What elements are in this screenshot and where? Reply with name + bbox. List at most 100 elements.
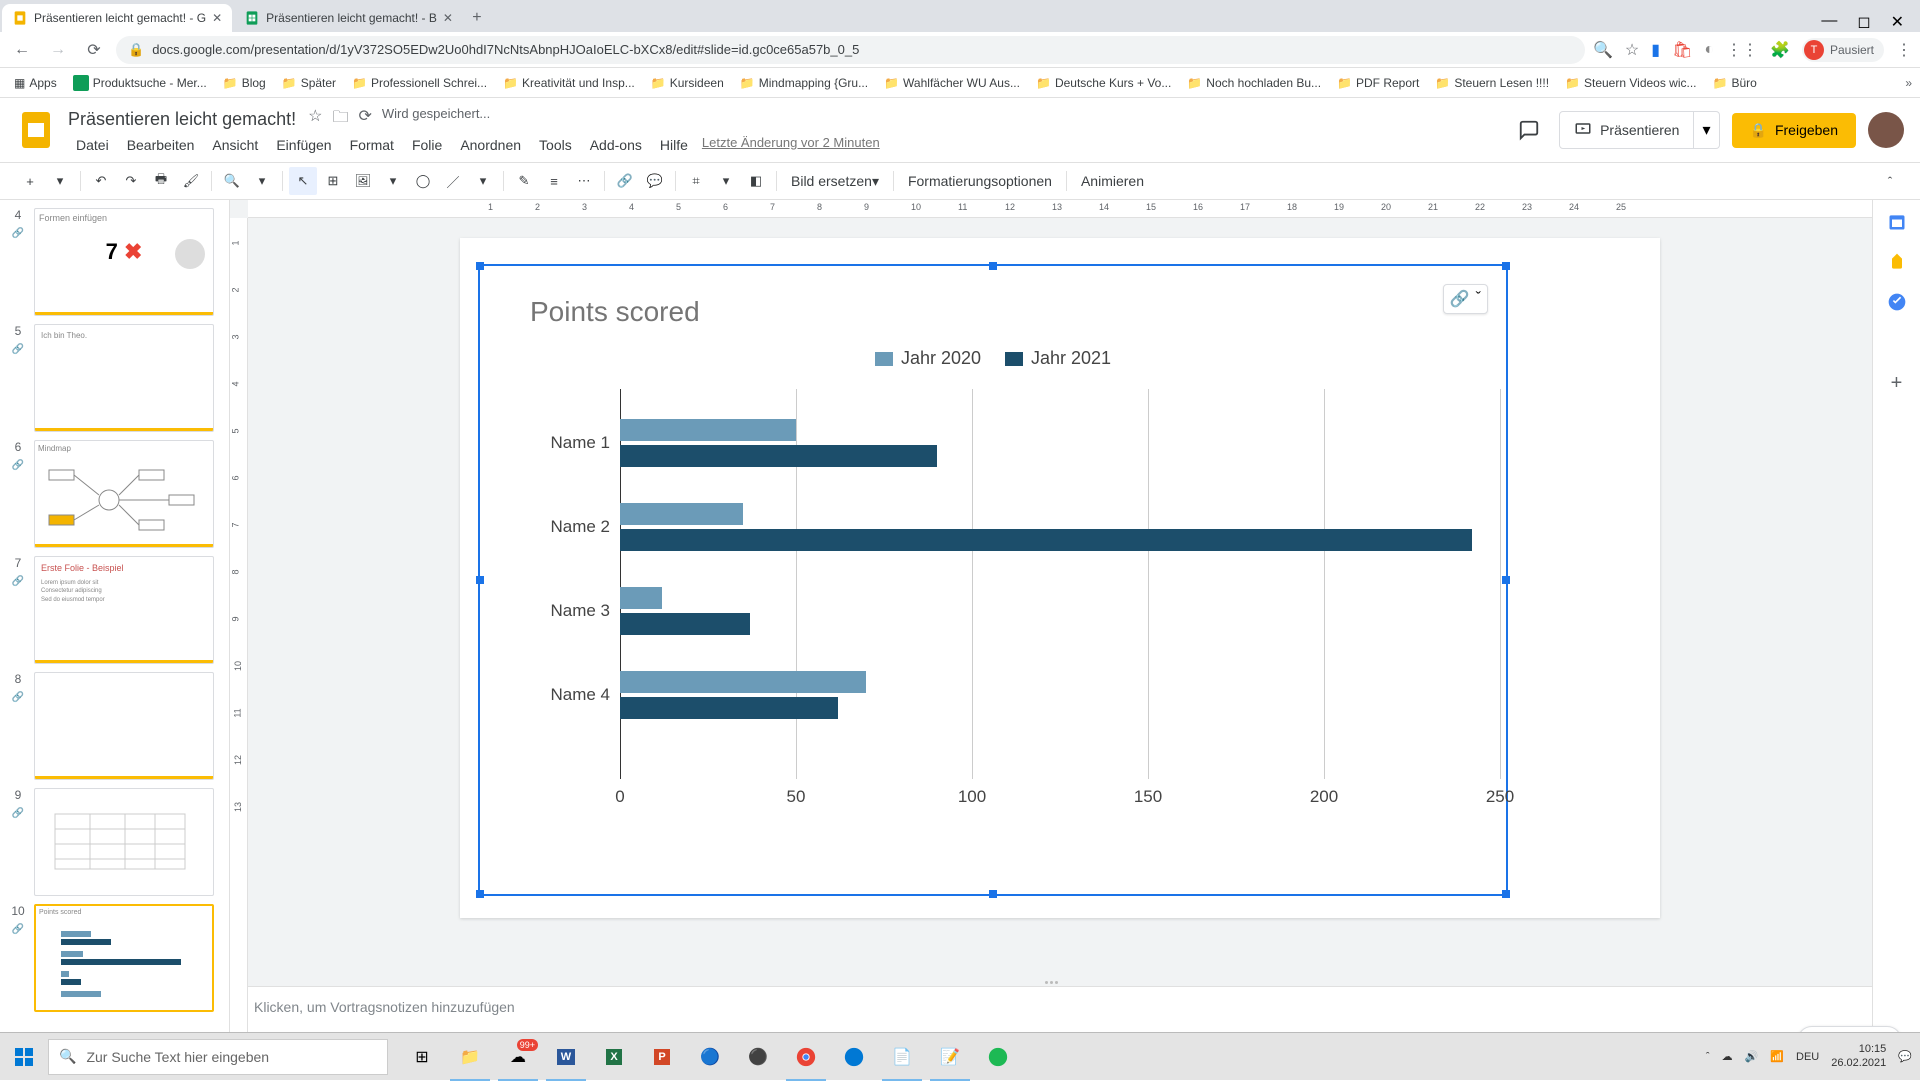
slide-canvas[interactable]: 🔗 ˇ Points scored Jahr 2020Jahr 2021 050… xyxy=(460,238,1660,918)
slide-thumbnail[interactable]: 5🔗Ich bin Theo. xyxy=(0,320,229,436)
slide-thumbnail[interactable]: 4🔗Formen einfügen7 ✖ xyxy=(0,204,229,320)
forward-button[interactable]: → xyxy=(44,36,72,64)
bookmark-item[interactable]: 📁Blog xyxy=(217,72,272,94)
menu-edit[interactable]: Bearbeiten xyxy=(119,135,203,155)
weather-icon[interactable]: 99+☁ xyxy=(494,1033,542,1081)
app-icon[interactable]: 📄 xyxy=(878,1033,926,1081)
bookmark-item[interactable]: Produktsuche - Mer... xyxy=(67,71,213,95)
bookmarks-overflow-icon[interactable]: » xyxy=(1905,76,1912,90)
replace-image-button[interactable]: Bild ersetzen ▾ xyxy=(783,167,887,195)
print-button[interactable]: 🖶 xyxy=(147,167,175,195)
menu-addons[interactable]: Add-ons xyxy=(582,135,650,155)
excel-icon[interactable]: X xyxy=(590,1033,638,1081)
tasks-icon[interactable] xyxy=(1887,292,1907,312)
app-icon[interactable]: 🔵 xyxy=(686,1033,734,1081)
collapse-toolbar-icon[interactable]: ˆ xyxy=(1876,167,1904,195)
format-options-button[interactable]: Formatierungsoptionen xyxy=(900,167,1060,195)
calendar-icon[interactable] xyxy=(1887,212,1907,232)
bookmark-item[interactable]: 📁PDF Report xyxy=(1331,72,1425,94)
maximize-icon[interactable]: ◻ xyxy=(1857,12,1870,32)
bookmark-item[interactable]: 📁Mindmapping {Gru... xyxy=(734,72,874,94)
line-dropdown[interactable]: ▾ xyxy=(469,167,497,195)
minimize-icon[interactable]: — xyxy=(1821,12,1837,32)
extension-icon[interactable]: ◐ xyxy=(1704,41,1714,59)
star-icon[interactable]: ☆ xyxy=(308,106,322,133)
browser-tab[interactable]: Präsentieren leicht gemacht! - B ✕ xyxy=(234,4,463,32)
tab-close-icon[interactable]: ✕ xyxy=(443,11,453,25)
menu-arrange[interactable]: Anordnen xyxy=(452,135,529,155)
apps-button[interactable]: ▦Apps xyxy=(8,72,63,94)
close-icon[interactable]: ✕ xyxy=(1891,12,1904,32)
slide-thumbnail[interactable]: 9🔗 xyxy=(0,784,229,900)
reload-button[interactable]: ⟳ xyxy=(80,36,108,64)
notifications-icon[interactable]: 💬 xyxy=(1898,1050,1912,1063)
bookmark-item[interactable]: 📁Steuern Videos wic... xyxy=(1559,72,1702,94)
present-button[interactable]: Präsentieren xyxy=(1559,111,1694,149)
slides-logo-icon[interactable] xyxy=(16,110,56,150)
present-dropdown[interactable]: ▾ xyxy=(1694,111,1719,149)
image-dropdown[interactable]: ▾ xyxy=(379,167,407,195)
mask-button[interactable]: ◧ xyxy=(742,167,770,195)
menu-format[interactable]: Format xyxy=(342,135,402,155)
comment-button[interactable]: 💬 xyxy=(641,167,669,195)
keep-icon[interactable] xyxy=(1887,252,1907,272)
speaker-notes[interactable]: Klicken, um Vortragsnotizen hinzuzufügen xyxy=(230,986,1872,1032)
address-bar[interactable]: 🔒 docs.google.com/presentation/d/1yV372S… xyxy=(116,36,1585,64)
bookmark-item[interactable]: 📁Kursideen xyxy=(645,72,730,94)
bookmark-item[interactable]: 📁Kreativität und Insp... xyxy=(497,72,641,94)
select-tool[interactable]: ↖ xyxy=(289,167,317,195)
new-slide-dropdown[interactable]: ▾ xyxy=(46,167,74,195)
explorer-icon[interactable]: 📁 xyxy=(446,1033,494,1081)
zoom-button[interactable]: 🔍 xyxy=(218,167,246,195)
redo-button[interactable]: ↷ xyxy=(117,167,145,195)
border-color-button[interactable]: ✎ xyxy=(510,167,538,195)
line-tool[interactable]: ／ xyxy=(439,167,467,195)
app-icon[interactable]: 📝 xyxy=(926,1033,974,1081)
extension-icon[interactable]: 🛍 xyxy=(1672,40,1692,60)
add-side-panel-icon[interactable]: + xyxy=(1891,372,1903,395)
chart-selection[interactable]: 🔗 ˇ Points scored Jahr 2020Jahr 2021 050… xyxy=(478,264,1508,896)
menu-file[interactable]: Datei xyxy=(68,135,117,155)
chrome-menu-icon[interactable]: ⋮ xyxy=(1896,40,1912,60)
textbox-tool[interactable]: ⊞ xyxy=(319,167,347,195)
crop-button[interactable]: ⌗ xyxy=(682,167,710,195)
slide-thumbnail[interactable]: 8🔗 xyxy=(0,668,229,784)
new-slide-button[interactable]: + xyxy=(16,167,44,195)
language-indicator[interactable]: DEU xyxy=(1796,1051,1819,1063)
last-edit-link[interactable]: Letzte Änderung vor 2 Minuten xyxy=(702,135,880,155)
menu-slide[interactable]: Folie xyxy=(404,135,450,155)
task-view-icon[interactable]: ⊞ xyxy=(398,1033,446,1081)
back-button[interactable]: ← xyxy=(8,36,36,64)
bookmark-item[interactable]: 📁Noch hochladen Bu... xyxy=(1181,72,1327,94)
chrome-icon[interactable] xyxy=(782,1033,830,1081)
extension-icon[interactable]: ⋮⋮ xyxy=(1726,40,1758,60)
border-weight-button[interactable]: ≡ xyxy=(540,167,568,195)
user-avatar[interactable] xyxy=(1868,112,1904,148)
new-tab-button[interactable]: + xyxy=(463,4,491,32)
slide-thumbnail[interactable]: 10🔗Points scored xyxy=(0,900,229,1016)
undo-button[interactable]: ↶ xyxy=(87,167,115,195)
tab-close-icon[interactable]: ✕ xyxy=(212,11,222,25)
browser-tab-active[interactable]: Präsentieren leicht gemacht! - G ✕ xyxy=(2,4,232,32)
star-icon[interactable]: ☆ xyxy=(1625,40,1639,60)
profile-chip[interactable]: T Pausiert xyxy=(1802,38,1884,62)
bookmark-item[interactable]: 📁Büro xyxy=(1707,72,1763,94)
menu-view[interactable]: Ansicht xyxy=(204,135,266,155)
taskbar-search[interactable]: 🔍 Zur Suche Text hier eingeben xyxy=(48,1039,388,1075)
extensions-menu-icon[interactable]: 🧩 xyxy=(1770,40,1790,60)
onedrive-icon[interactable]: ☁ xyxy=(1722,1050,1733,1063)
comments-button[interactable] xyxy=(1511,112,1547,148)
extension-icon[interactable]: ▮ xyxy=(1651,40,1660,60)
zoom-dropdown[interactable]: ▾ xyxy=(248,167,276,195)
network-icon[interactable]: 📶 xyxy=(1770,1050,1784,1063)
slide-filmstrip[interactable]: 4🔗Formen einfügen7 ✖5🔗Ich bin Theo.6🔗Min… xyxy=(0,200,230,1032)
image-tool[interactable]: 🖼 xyxy=(349,167,377,195)
tray-expand-icon[interactable]: ˆ xyxy=(1706,1051,1710,1063)
zoom-icon[interactable]: 🔍 xyxy=(1593,40,1613,60)
share-button[interactable]: 🔒 Freigeben xyxy=(1732,113,1856,148)
slide-thumbnail[interactable]: 7🔗Erste Folie - BeispielLorem ipsum dolo… xyxy=(0,552,229,668)
shape-tool[interactable]: ◯ xyxy=(409,167,437,195)
word-icon[interactable]: W xyxy=(542,1033,590,1081)
border-dash-button[interactable]: ⋯ xyxy=(570,167,598,195)
crop-dropdown[interactable]: ▾ xyxy=(712,167,740,195)
